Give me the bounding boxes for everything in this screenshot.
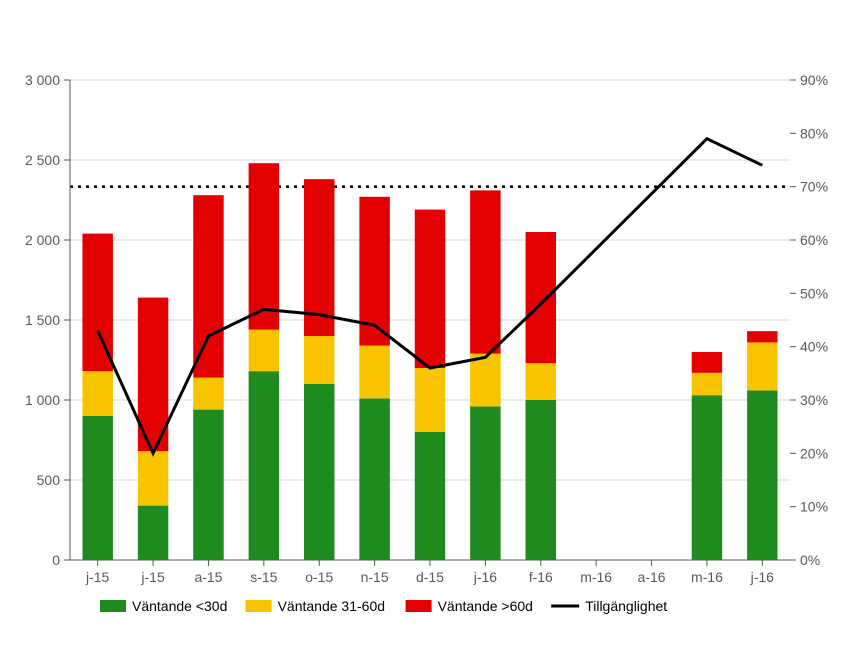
bar-segment <box>526 363 556 400</box>
bar-segment <box>470 406 500 560</box>
x-tick-label: o-15 <box>305 569 333 585</box>
bar-segment <box>82 371 112 416</box>
legend-label: Tillgänglighet <box>585 598 667 614</box>
y-right-tick-label: 20% <box>800 445 828 461</box>
y-left-tick-label: 500 <box>37 472 61 488</box>
bar-segment <box>193 410 223 560</box>
x-tick-label: s-15 <box>250 569 277 585</box>
bar-segment <box>359 398 389 560</box>
bar-segment <box>138 451 168 505</box>
bar-segment <box>747 331 777 342</box>
x-tick-label: n-15 <box>361 569 389 585</box>
bar-segment <box>304 384 334 560</box>
x-tick-label: j-15 <box>140 569 165 585</box>
y-right-tick-label: 40% <box>800 339 828 355</box>
y-left-tick-label: 2 000 <box>25 232 60 248</box>
x-tick-label: m-16 <box>580 569 612 585</box>
bar-segment <box>470 354 500 407</box>
bar-segment <box>692 395 722 560</box>
y-left-tick-label: 0 <box>52 552 60 568</box>
x-tick-label: j-16 <box>750 569 775 585</box>
bar-segment <box>692 373 722 395</box>
y-right-tick-label: 80% <box>800 125 828 141</box>
y-left-tick-label: 1 500 <box>25 312 60 328</box>
bar-segment <box>526 400 556 560</box>
bar-segment <box>82 416 112 560</box>
legend-swatch <box>406 600 432 612</box>
y-right-tick-label: 0% <box>800 552 820 568</box>
bar-segment <box>692 352 722 373</box>
bar-segment <box>193 195 223 377</box>
y-right-tick-label: 10% <box>800 499 828 515</box>
legend-swatch <box>100 600 126 612</box>
bar-segment <box>747 342 777 390</box>
bar-segment <box>249 163 279 329</box>
bar-segment <box>138 506 168 560</box>
y-right-tick-label: 50% <box>800 285 828 301</box>
bar-segment <box>359 346 389 399</box>
legend-label: Väntande 31-60d <box>278 598 385 614</box>
x-tick-label: a-16 <box>638 569 666 585</box>
y-right-tick-label: 30% <box>800 392 828 408</box>
bar-segment <box>747 390 777 560</box>
y-right-tick-label: 90% <box>800 72 828 88</box>
x-tick-label: f-16 <box>529 569 553 585</box>
x-tick-label: d-15 <box>416 569 444 585</box>
chart-svg: 0 500 1 000 1 500 2 000 2 500 3 000 0% 10% 20% 30%… <box>0 0 847 647</box>
x-tick-label: j-15 <box>85 569 110 585</box>
bar-segment <box>470 190 500 353</box>
y-right-tick-label: 60% <box>800 232 828 248</box>
legend-swatch <box>246 600 272 612</box>
y-left-tick-label: 2 500 <box>25 152 60 168</box>
x-tick-label: a-15 <box>194 569 222 585</box>
x-tick-label: m-16 <box>691 569 723 585</box>
bar-segment <box>415 432 445 560</box>
x-tick-label: j-16 <box>473 569 498 585</box>
y-left-tick-label: 1 000 <box>25 392 60 408</box>
bar-segment <box>82 234 112 372</box>
legend-label: Väntande >60d <box>438 598 533 614</box>
bar-segment <box>526 232 556 363</box>
bar-segment <box>249 371 279 560</box>
y-left-tick-label: 3 000 <box>25 72 60 88</box>
bar-segment <box>415 368 445 432</box>
bar-segment <box>415 210 445 368</box>
bar-segment <box>249 330 279 372</box>
y-right-tick-label: 70% <box>800 179 828 195</box>
bar-segment <box>193 378 223 410</box>
bar-segment <box>304 336 334 384</box>
legend-label: Väntande <30d <box>132 598 227 614</box>
chart-container: 0 500 1 000 1 500 2 000 2 500 3 000 0% 10% 20% 30%… <box>0 0 847 647</box>
